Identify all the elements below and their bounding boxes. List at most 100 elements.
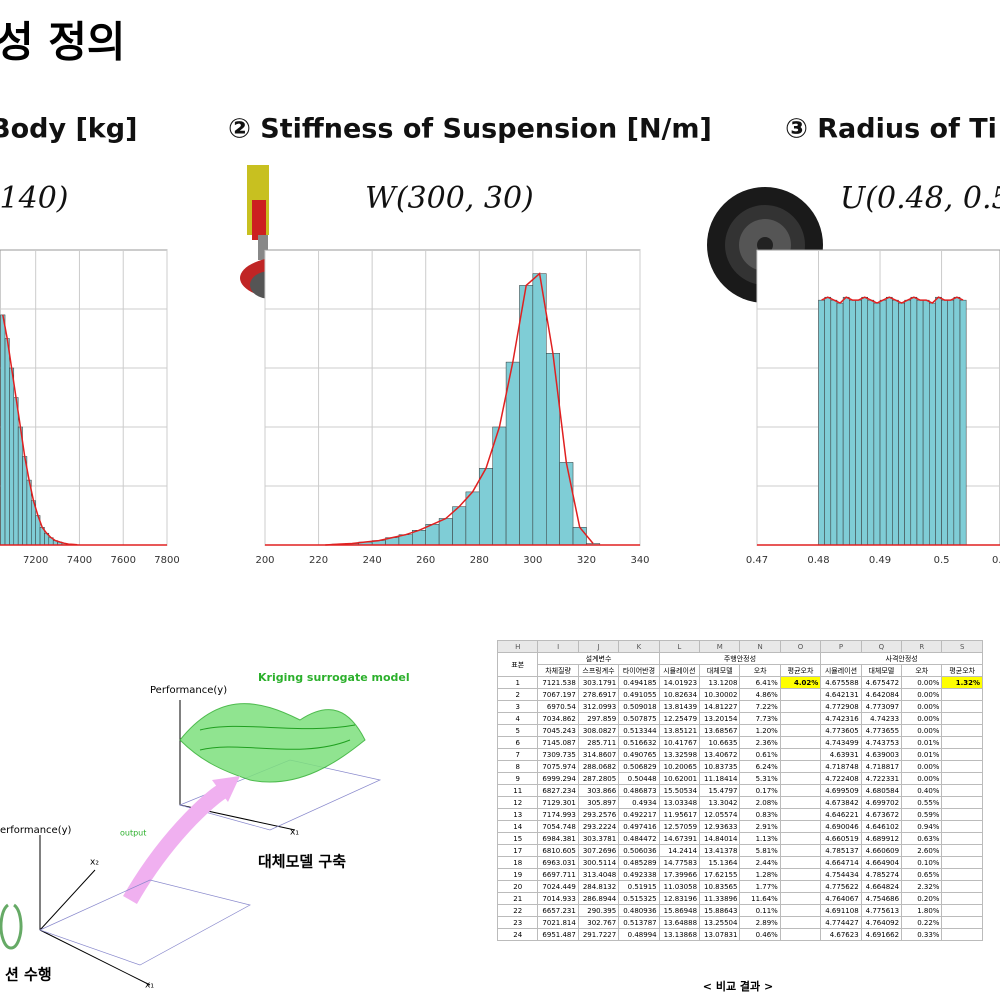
bar xyxy=(13,397,19,546)
table-cell: 12.05574 xyxy=(699,808,741,821)
header: 대체모델 xyxy=(860,664,903,677)
table-cell xyxy=(941,916,983,929)
table-cell xyxy=(941,736,983,749)
table-cell xyxy=(779,832,822,845)
bar xyxy=(0,314,6,546)
table-cell: 0.509018 xyxy=(618,700,660,713)
table-cell xyxy=(941,868,983,881)
table-cell: 6 xyxy=(497,736,539,749)
table-cell xyxy=(941,892,983,905)
table-cell xyxy=(779,892,822,905)
table-cell: 2.32% xyxy=(901,880,943,893)
table-cell: 300.5114 xyxy=(577,856,620,869)
bar xyxy=(532,273,547,546)
table-cell: 4.675588 xyxy=(820,676,862,689)
table-cell: 0.00% xyxy=(901,760,943,773)
table-cell: 22 xyxy=(497,904,539,917)
x-tick-label: 200 xyxy=(255,555,274,566)
table-cell: 8 xyxy=(497,760,539,773)
table-cell: 11.03058 xyxy=(658,880,701,893)
table-cell: 6963.031 xyxy=(537,856,579,869)
table-row: 표본 설계변수 주행안정성 사격안정성 xyxy=(497,652,983,677)
table-cell: 4.680584 xyxy=(860,784,903,797)
diagram-label: 대체모델 구축 xyxy=(258,853,346,871)
group-header: 사격안정성 xyxy=(820,652,983,665)
table-cell: 4.67623 xyxy=(820,928,862,941)
table-cell: 1 xyxy=(497,676,539,689)
table-cell: 4.642131 xyxy=(820,688,862,701)
x-tick-label: 0.5 xyxy=(934,555,950,566)
table-cell: 7129.301 xyxy=(537,796,579,809)
table-cell: 4.764067 xyxy=(820,892,862,905)
table-cell: 4.722331 xyxy=(860,772,903,785)
table-cell: 297.859 xyxy=(577,712,620,725)
table-cell: 10.41767 xyxy=(658,736,701,749)
table-cell: 0.22% xyxy=(901,916,943,929)
table-cell: 312.0993 xyxy=(577,700,620,713)
table-cell xyxy=(779,844,822,857)
table-cell: 7145.087 xyxy=(537,736,579,749)
table-cell xyxy=(941,928,983,941)
x-tick-label: 220 xyxy=(309,555,328,566)
table-cell: 4.775622 xyxy=(820,880,862,893)
table-cell: 4.772908 xyxy=(820,700,862,713)
bar xyxy=(824,296,832,546)
bar xyxy=(929,302,936,546)
header: 표본 xyxy=(497,652,539,677)
table-cell: 4.773605 xyxy=(820,724,862,737)
fit-curve xyxy=(325,272,594,546)
table-cell: 0.20% xyxy=(901,892,943,905)
table-cell: 314.8607 xyxy=(577,748,620,761)
chart-formula: U(0.48, 0.5 xyxy=(840,181,1000,216)
table-cell xyxy=(779,916,822,929)
table-cell xyxy=(779,700,822,713)
fit-curve xyxy=(2,314,78,546)
x-tick-label: 0.48 xyxy=(807,555,829,566)
table-cell: 7309.735 xyxy=(537,748,579,761)
table-cell: 0.48994 xyxy=(618,928,660,941)
table-cell: 13.13868 xyxy=(658,928,701,941)
bar xyxy=(898,302,905,546)
table-cell: 0.51915 xyxy=(618,880,660,893)
bar xyxy=(910,296,918,546)
header: 차체질량 xyxy=(537,664,579,677)
table-cell: 2.89% xyxy=(739,916,781,929)
x-tick-label: 320 xyxy=(577,555,596,566)
header: 오차 xyxy=(901,664,943,677)
table-cell: 4.02% xyxy=(779,676,822,689)
table-cell: 0.33% xyxy=(901,928,943,941)
diagram-label: Performance(y) xyxy=(150,685,227,696)
table-row: 20 7024.449 284.8132 0.51915 11.03058 10.8356… xyxy=(497,880,983,893)
table-row: 23 7021.814 302.767 0.513787 13.64888 13.2550… xyxy=(497,916,983,929)
table-cell: 293.2224 xyxy=(577,820,620,833)
table-row: 6 7145.087 285.711 0.516632 10.41767 10.6635 2… xyxy=(497,736,983,749)
x-tick-label: 7800 xyxy=(154,555,179,566)
table-cell: 4.699509 xyxy=(820,784,862,797)
table-cell: 4.785274 xyxy=(860,868,903,881)
diagram-label: 션 수행 xyxy=(5,966,52,984)
table-cell: 7014.933 xyxy=(537,892,579,905)
table-cell: 4.754686 xyxy=(860,892,903,905)
table-cell: 0.50448 xyxy=(618,772,660,785)
column-letter: R xyxy=(901,640,943,653)
comparison-table: H I J K L M N O P Q R S 표본 설계변수 주행안정성 사격안정성 차체질량 스프링계수 타이어… xyxy=(497,640,983,962)
table-cell: 0.506036 xyxy=(618,844,660,857)
table-cell: 0.65% xyxy=(901,868,943,881)
table-cell: 10.20065 xyxy=(658,760,701,773)
table-cell: 4.63931 xyxy=(820,748,862,761)
table-row: 5 7045.243 308.0827 0.513344 13.85121 13.6856… xyxy=(497,724,983,737)
bar xyxy=(842,296,850,546)
table-cell: 10.83565 xyxy=(699,880,741,893)
table-cell: 6.24% xyxy=(739,760,781,773)
table-cell: 0.17% xyxy=(739,784,781,797)
table-cell: 0.00% xyxy=(901,772,943,785)
bar xyxy=(953,296,961,546)
table-cell: 4.673842 xyxy=(820,796,862,809)
x-tick-label: 240 xyxy=(363,555,382,566)
table-cell: 0.61% xyxy=(739,748,781,761)
table-cell: 278.6917 xyxy=(577,688,620,701)
table-cell: 14 xyxy=(497,820,539,833)
table-cell: 4.742316 xyxy=(820,712,862,725)
table-cell xyxy=(779,808,822,821)
header: 타이어반경 xyxy=(618,664,660,677)
